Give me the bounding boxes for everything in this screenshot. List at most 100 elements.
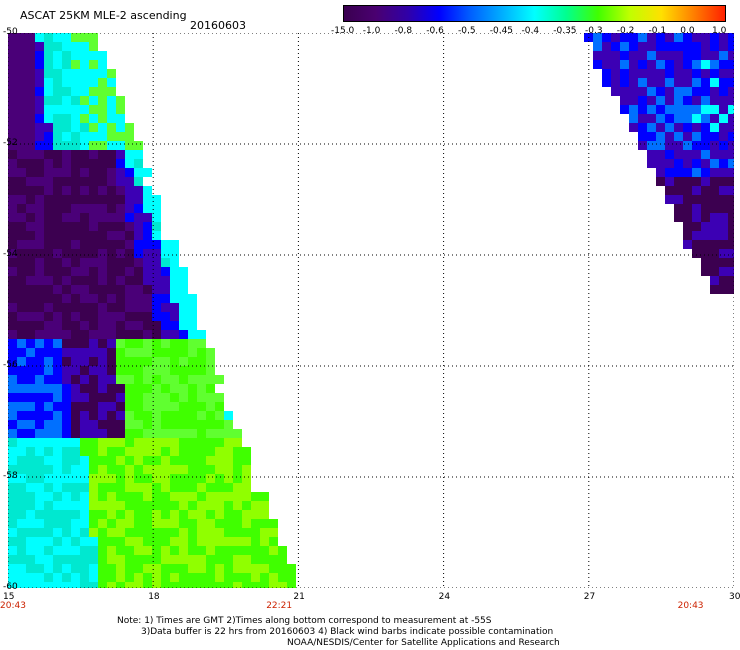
swath-pixel — [98, 321, 107, 330]
swath-pixel — [71, 411, 80, 420]
swath-pixel — [17, 231, 26, 240]
swath-pixel — [107, 186, 116, 195]
swath-pixel — [143, 438, 152, 447]
swath-pixel — [179, 447, 188, 456]
swath-pixel — [170, 465, 179, 474]
swath-pixel — [134, 150, 143, 159]
swath-pixel — [8, 510, 17, 519]
swath-pixel — [17, 33, 26, 42]
swath-pixel — [116, 195, 125, 204]
swath-pixel — [107, 141, 116, 150]
swath-pixel — [665, 186, 674, 195]
swath-pixel — [674, 204, 683, 213]
swath-pixel — [161, 429, 170, 438]
swath-pixel — [8, 375, 17, 384]
swath-pixel — [125, 321, 134, 330]
swath-pixel — [44, 375, 53, 384]
swath-pixel — [170, 249, 179, 258]
swath-pixel — [8, 411, 17, 420]
swath-pixel — [611, 78, 620, 87]
swath-pixel — [35, 456, 44, 465]
swath-pixel — [638, 114, 647, 123]
swath-pixel — [233, 582, 242, 588]
swath-pixel — [170, 285, 179, 294]
swath-pixel — [629, 51, 638, 60]
swath-pixel — [44, 276, 53, 285]
swath-pixel — [116, 393, 125, 402]
swath-pixel — [161, 582, 170, 588]
swath-pixel — [125, 564, 134, 573]
swath-pixel — [26, 51, 35, 60]
swath-pixel — [710, 204, 719, 213]
swath-pixel — [35, 393, 44, 402]
swath-pixel — [215, 447, 224, 456]
swath-pixel — [728, 105, 734, 114]
swath-pixel — [179, 402, 188, 411]
swath-pixel — [107, 393, 116, 402]
swath-pixel — [17, 105, 26, 114]
swath-pixel — [134, 573, 143, 582]
swath-pixel — [125, 411, 134, 420]
swath-pixel — [206, 366, 215, 375]
swath-pixel — [62, 195, 71, 204]
swath-pixel — [143, 339, 152, 348]
swath-pixel — [35, 447, 44, 456]
swath-pixel — [152, 366, 161, 375]
swath-pixel — [593, 42, 602, 51]
swath-pixel — [125, 303, 134, 312]
colorbar-tick-label: 1.0 — [712, 26, 727, 36]
swath-pixel — [53, 438, 62, 447]
swath-pixel — [674, 186, 683, 195]
swath-pixel — [107, 429, 116, 438]
swath-pixel — [89, 393, 98, 402]
swath-pixel — [62, 276, 71, 285]
swath-pixel — [134, 447, 143, 456]
swath-pixel — [197, 546, 206, 555]
swath-pixel — [224, 519, 233, 528]
swath-pixel — [683, 168, 692, 177]
swath-pixel — [116, 384, 125, 393]
swath-pixel — [35, 267, 44, 276]
swath-pixel — [26, 429, 35, 438]
swath-pixel — [251, 546, 260, 555]
swath-pixel — [35, 537, 44, 546]
swath-pixel — [152, 420, 161, 429]
swath-pixel — [665, 168, 674, 177]
swath-pixel — [35, 402, 44, 411]
swath-pixel — [233, 429, 242, 438]
swath-pixel — [107, 267, 116, 276]
swath-pixel — [170, 393, 179, 402]
swath-pixel — [692, 87, 701, 96]
swath-pixel — [71, 51, 80, 60]
swath-pixel — [719, 42, 728, 51]
swath-pixel — [44, 357, 53, 366]
swath-pixel — [215, 465, 224, 474]
swath-pixel — [8, 492, 17, 501]
swath-pixel — [80, 285, 89, 294]
swath-pixel — [143, 447, 152, 456]
note-line-3: NOAA/NESDIS/Center for Satellite Applica… — [287, 638, 560, 648]
swath-pixel — [188, 375, 197, 384]
swath-pixel — [17, 312, 26, 321]
swath-pixel — [143, 456, 152, 465]
swath-pixel — [233, 555, 242, 564]
swath-pixel — [35, 501, 44, 510]
swath-pixel — [701, 33, 710, 42]
swath-pixel — [62, 528, 71, 537]
swath-pixel — [8, 537, 17, 546]
swath-pixel — [224, 447, 233, 456]
swath-pixel — [143, 501, 152, 510]
swath-pixel — [8, 438, 17, 447]
swath-pixel — [89, 123, 98, 132]
swath-pixel — [170, 555, 179, 564]
swath-pixel — [62, 492, 71, 501]
swath-pixel — [17, 132, 26, 141]
swath-pixel — [53, 519, 62, 528]
swath-pixel — [53, 483, 62, 492]
swath-pixel — [683, 96, 692, 105]
swath-pixel — [125, 438, 134, 447]
swath-pixel — [134, 357, 143, 366]
swath-pixel — [125, 159, 134, 168]
swath-pixel — [152, 555, 161, 564]
swath-pixel — [197, 510, 206, 519]
